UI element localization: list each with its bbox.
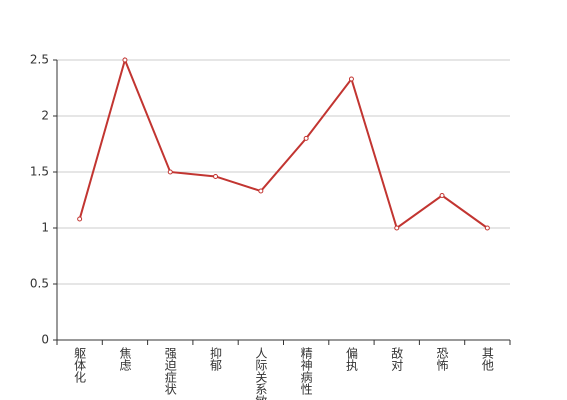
x-tick-label: 精神病性 xyxy=(299,347,313,396)
point xyxy=(348,76,354,82)
point xyxy=(303,135,309,141)
line xyxy=(78,56,488,230)
point xyxy=(122,57,128,63)
point xyxy=(484,225,490,231)
y-tick-label: 0 xyxy=(41,333,49,347)
point xyxy=(394,225,400,231)
point xyxy=(258,188,264,194)
y-tick-label: 1.5 xyxy=(30,165,49,179)
x-tick-label: 焦虑 xyxy=(118,347,132,371)
point xyxy=(167,169,173,175)
y-tick-label: 1 xyxy=(41,221,49,235)
x-tick-label: 抑郁 xyxy=(209,346,223,372)
x-tick-label: 偏执 xyxy=(344,346,358,372)
x-tick-label: 恐怖 xyxy=(435,347,449,371)
y-tick-label: 2.5 xyxy=(30,53,49,67)
x-tick-label: 躯体化 xyxy=(73,346,87,384)
x-tick-label: 其他 xyxy=(480,347,494,371)
point xyxy=(213,173,219,179)
y-tick-label: 0.5 xyxy=(30,277,49,291)
point xyxy=(77,216,83,222)
y-tick-label: 2 xyxy=(41,109,49,123)
x-tick-label: 强迫症状 xyxy=(163,347,177,395)
x-tick-label: 人际关系敏感 xyxy=(254,347,268,400)
point xyxy=(439,193,445,199)
x-tick-label: 敌对 xyxy=(390,346,404,371)
